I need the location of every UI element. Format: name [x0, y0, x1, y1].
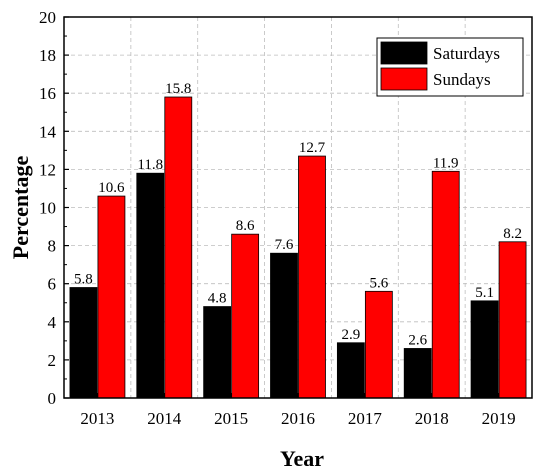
x-tick-label-2017: 2017 — [348, 409, 383, 428]
x-tick-label-2019: 2019 — [482, 409, 516, 428]
x-tick-label-2014: 2014 — [147, 409, 182, 428]
legend-label-sundays: Sundays — [433, 70, 491, 89]
data-label-saturdays-2016: 7.6 — [275, 237, 294, 253]
bar-sundays-2013 — [97, 195, 126, 399]
y-tick-label-16: 16 — [39, 84, 56, 103]
y-tick-label-2: 2 — [48, 351, 57, 370]
y-tick-label-8: 8 — [48, 237, 57, 256]
y-axis: 0 2 4 6 8 10 12 14 16 18 20 — [39, 8, 69, 408]
y-tick-label-12: 12 — [39, 160, 56, 179]
y-axis-title: Percentage — [8, 156, 33, 260]
bar-saturdays-2015 — [203, 306, 232, 399]
bar-sundays-2019 — [498, 241, 527, 399]
y-tick-label-0: 0 — [48, 389, 57, 408]
legend-label-saturdays: Saturdays — [433, 44, 500, 63]
bar-saturdays-2018 — [403, 348, 432, 399]
y-tick-label-6: 6 — [48, 275, 57, 294]
bar-sundays-2016 — [298, 155, 326, 399]
y-tick-label-4: 4 — [48, 313, 57, 332]
data-label-saturdays-2018: 2.6 — [408, 332, 427, 348]
data-label-sundays-2014: 15.8 — [165, 81, 191, 97]
bar-sundays-2017 — [364, 290, 393, 399]
data-label-sundays-2017: 5.6 — [369, 275, 388, 291]
x-tick-label-2016: 2016 — [281, 409, 315, 428]
bar-saturdays-2014 — [136, 172, 165, 399]
data-label-saturdays-2013: 5.8 — [74, 272, 93, 288]
bar-saturdays-2019 — [470, 300, 499, 399]
y-tick-label-14: 14 — [39, 122, 57, 141]
bar-saturdays-2016 — [270, 252, 298, 399]
bar-saturdays-2013 — [69, 287, 98, 399]
y-tick-label-20: 20 — [39, 8, 56, 27]
data-label-saturdays-2015: 4.8 — [208, 291, 227, 307]
data-label-sundays-2019: 8.2 — [503, 226, 522, 242]
data-labels: 5.8 10.6 11.8 15.8 4.8 8.6 7.6 12.7 2.9 5.6 2.6 11.… — [74, 81, 522, 348]
legend-swatch-saturdays — [380, 41, 428, 65]
x-tick-label-2013: 2013 — [80, 409, 114, 428]
data-label-sundays-2015: 8.6 — [236, 218, 255, 234]
data-label-sundays-2013: 10.6 — [98, 180, 125, 196]
x-axis-title: Year — [280, 446, 324, 471]
bars — [69, 96, 527, 399]
data-label-sundays-2016: 12.7 — [299, 140, 326, 156]
x-axis: 2013 2014 2015 2016 2017 2018 2019 — [80, 393, 516, 428]
x-tick-label-2018: 2018 — [415, 409, 449, 428]
legend-swatch-sundays — [380, 67, 428, 91]
data-label-saturdays-2014: 11.8 — [137, 157, 163, 173]
bar-sundays-2015 — [231, 233, 260, 399]
legend: Saturdays Sundays — [376, 37, 524, 97]
y-tick-label-18: 18 — [39, 46, 56, 65]
data-label-sundays-2018: 11.9 — [433, 155, 459, 171]
bar-saturdays-2017 — [336, 342, 365, 399]
x-tick-label-2015: 2015 — [214, 409, 248, 428]
bar-sundays-2014 — [164, 96, 193, 399]
bar-sundays-2018 — [431, 170, 460, 399]
y-tick-label-10: 10 — [39, 199, 56, 218]
data-label-saturdays-2017: 2.9 — [341, 327, 360, 343]
data-label-saturdays-2019: 5.1 — [475, 285, 494, 301]
